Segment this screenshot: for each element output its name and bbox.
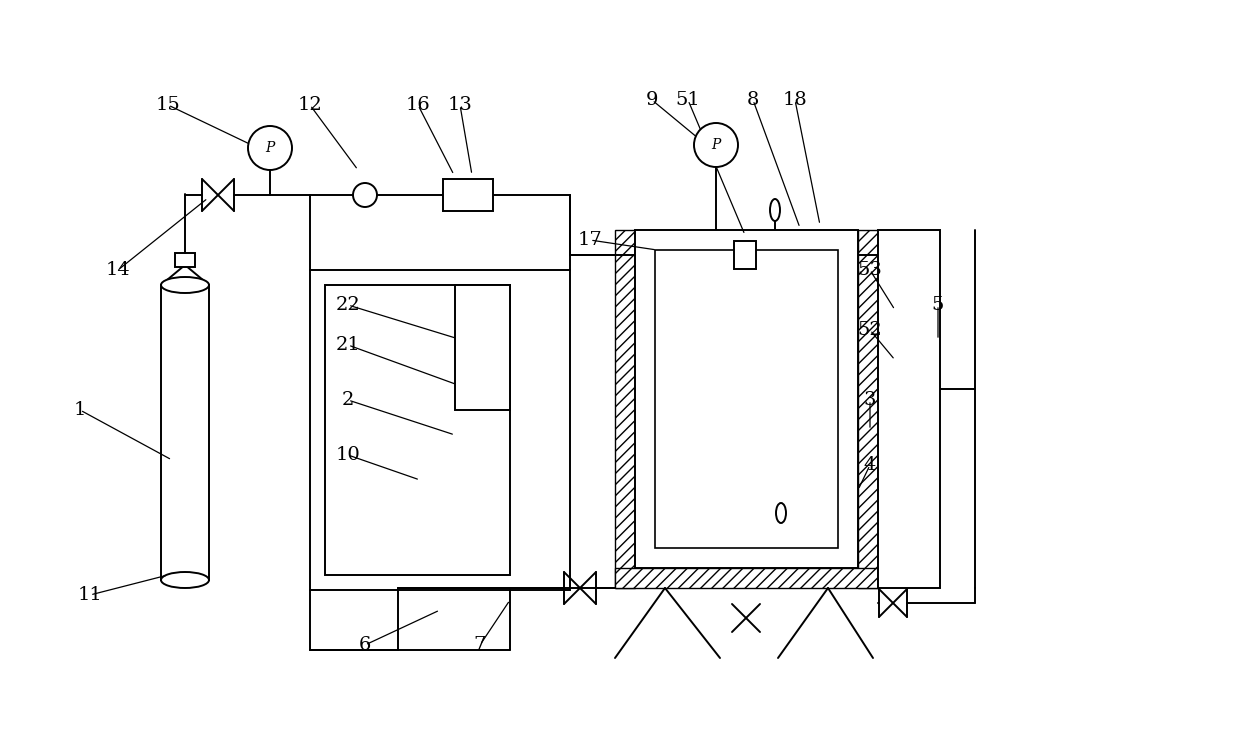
Bar bbox=[655, 250, 838, 548]
Circle shape bbox=[353, 183, 377, 207]
Ellipse shape bbox=[770, 199, 780, 221]
Text: 6: 6 bbox=[358, 636, 371, 654]
Text: 2: 2 bbox=[342, 391, 355, 409]
Circle shape bbox=[248, 126, 291, 170]
Text: 18: 18 bbox=[782, 91, 807, 109]
Text: 3: 3 bbox=[864, 391, 877, 409]
Text: 17: 17 bbox=[578, 231, 603, 249]
Text: 22: 22 bbox=[336, 296, 361, 314]
Bar bbox=[734, 241, 756, 269]
Ellipse shape bbox=[161, 572, 210, 588]
Text: 53: 53 bbox=[858, 261, 883, 279]
Bar bbox=[175, 253, 195, 267]
Bar bbox=[635, 230, 858, 568]
Text: 51: 51 bbox=[676, 91, 701, 109]
Text: 16: 16 bbox=[405, 96, 430, 114]
Bar bbox=[161, 285, 210, 580]
Text: 5: 5 bbox=[931, 296, 944, 314]
Text: 1: 1 bbox=[74, 401, 87, 419]
Text: 10: 10 bbox=[336, 446, 361, 464]
Bar bbox=[615, 230, 635, 588]
Text: 14: 14 bbox=[105, 261, 130, 279]
Text: P: P bbox=[265, 141, 275, 155]
Text: 15: 15 bbox=[156, 96, 180, 114]
Ellipse shape bbox=[776, 503, 786, 523]
Text: 12: 12 bbox=[298, 96, 322, 114]
Text: 9: 9 bbox=[646, 91, 658, 109]
Text: P: P bbox=[712, 138, 720, 152]
Bar bbox=[878, 230, 940, 588]
Bar bbox=[325, 285, 510, 575]
Text: 7: 7 bbox=[474, 636, 486, 654]
Bar bbox=[455, 285, 510, 410]
Bar bbox=[310, 270, 570, 590]
Text: 11: 11 bbox=[78, 586, 103, 604]
Text: 21: 21 bbox=[336, 336, 361, 354]
Bar bbox=[615, 568, 878, 588]
Text: 52: 52 bbox=[858, 321, 883, 339]
Text: 4: 4 bbox=[864, 456, 877, 474]
Bar bbox=[443, 179, 494, 211]
Bar bbox=[858, 230, 878, 588]
Ellipse shape bbox=[161, 277, 210, 293]
Text: 13: 13 bbox=[448, 96, 472, 114]
Text: 8: 8 bbox=[746, 91, 759, 109]
Circle shape bbox=[694, 123, 738, 167]
